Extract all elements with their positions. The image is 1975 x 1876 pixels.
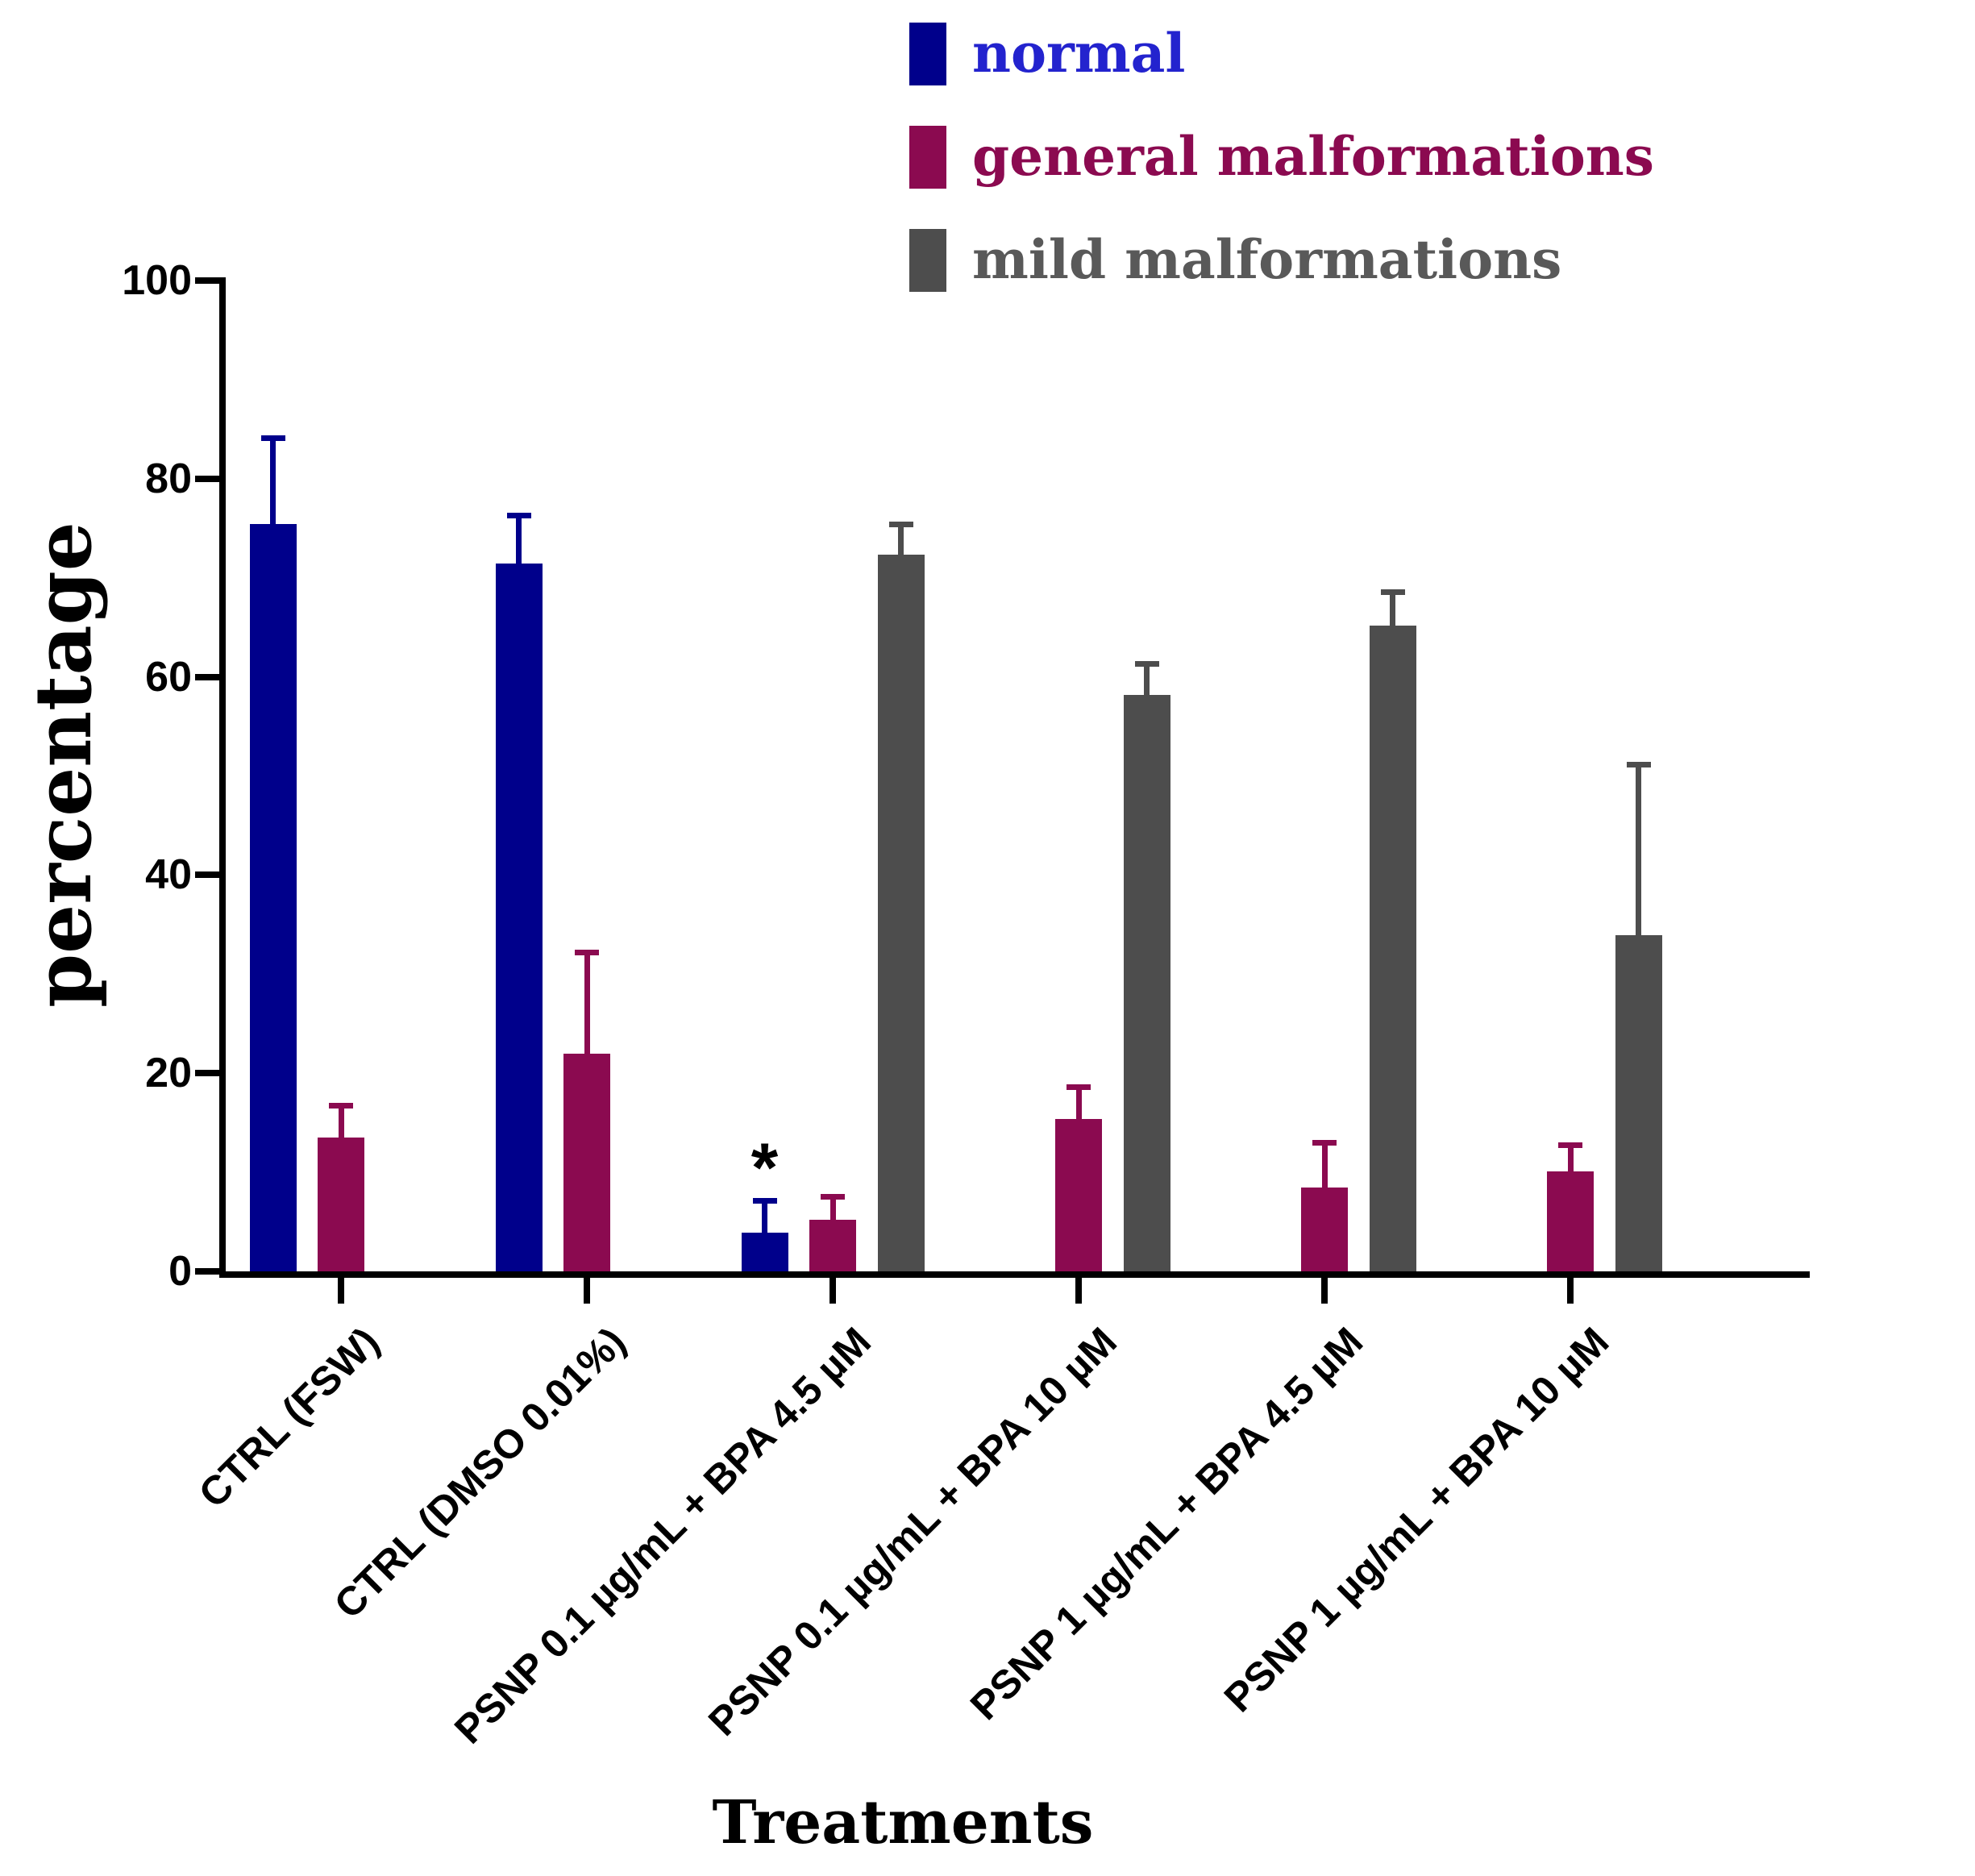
x-tick-4 [1321, 1278, 1328, 1304]
error-bar-general-1 [584, 949, 590, 1054]
legend-label-normal: normal [972, 22, 1186, 85]
bar-normal-1 [495, 564, 543, 1271]
x-category-label-5: PSNP 1 µg/mL + BPA 10 µM [1215, 1318, 1618, 1721]
x-tick-2 [830, 1278, 836, 1304]
x-tick-0 [338, 1278, 344, 1304]
error-cap-general-5 [1558, 1142, 1582, 1149]
y-tick-80 [195, 475, 219, 482]
error-bar-normal-2 [762, 1198, 767, 1233]
bar-mild-5 [1615, 935, 1662, 1271]
error-bar-mild-3 [1144, 660, 1150, 695]
bar-general-1 [563, 1053, 610, 1271]
y-tick-label-80: 80 [145, 455, 192, 502]
error-bar-general-0 [338, 1103, 344, 1138]
error-bar-mild-4 [1390, 589, 1395, 626]
error-cap-general-3 [1066, 1084, 1091, 1090]
error-cap-mild-2 [888, 521, 913, 527]
bar-general-3 [1055, 1118, 1102, 1271]
bar-general-5 [1547, 1171, 1594, 1271]
bar-general-4 [1301, 1187, 1348, 1271]
error-cap-general-2 [821, 1194, 845, 1200]
y-tick-label-40: 40 [145, 851, 192, 899]
y-tick-20 [195, 1070, 219, 1077]
error-cap-normal-0 [260, 435, 285, 441]
x-category-label-2: PSNP 0.1 µg/mL + BPA 4.5 µM [446, 1318, 880, 1753]
legend-swatch-normal [909, 23, 946, 85]
x-category-label-3: PSNP 0.1 µg/mL + BPA 10 µM [700, 1318, 1126, 1745]
x-axis-title: Treatments [712, 1788, 1094, 1857]
error-cap-normal-1 [506, 512, 531, 518]
x-tick-3 [1075, 1278, 1082, 1304]
y-tick-label-60: 60 [145, 653, 192, 701]
error-cap-mild-5 [1626, 762, 1651, 768]
y-tick-100 [195, 277, 219, 284]
legend-label-mild-malformations: mild malformations [972, 228, 1562, 291]
error-cap-general-4 [1312, 1139, 1337, 1146]
y-tick-60 [195, 673, 219, 680]
x-axis-line [219, 1271, 1810, 1278]
bar-general-0 [318, 1138, 364, 1271]
y-tick-label-20: 20 [145, 1050, 192, 1097]
bar-mild-4 [1369, 625, 1416, 1271]
error-bar-normal-1 [516, 512, 522, 564]
bar-normal-0 [249, 524, 297, 1271]
x-tick-5 [1567, 1278, 1574, 1304]
y-tick-label-100: 100 [122, 257, 192, 304]
y-tick-40 [195, 871, 219, 879]
error-bar-mild-2 [898, 521, 904, 555]
y-tick-0 [195, 1268, 219, 1275]
error-cap-general-1 [575, 949, 599, 955]
error-bar-general-4 [1321, 1139, 1328, 1188]
bar-general-2 [809, 1220, 856, 1271]
bar-mild-2 [877, 555, 925, 1271]
error-cap-general-0 [329, 1103, 353, 1109]
y-axis-line [219, 277, 226, 1278]
x-tick-1 [584, 1278, 590, 1304]
bar-normal-2 [741, 1233, 788, 1271]
error-bar-general-5 [1567, 1142, 1574, 1171]
legend-swatch-mild-malformations [909, 229, 946, 292]
error-bar-normal-0 [270, 435, 276, 525]
legend-swatch-general-malformations [909, 126, 946, 189]
y-tick-label-0: 0 [168, 1248, 192, 1295]
error-bar-general-2 [830, 1194, 836, 1221]
bar-mild-3 [1123, 694, 1170, 1271]
error-cap-mild-4 [1380, 589, 1405, 596]
legend-label-general-malformations: general malformations [972, 125, 1654, 188]
error-bar-general-3 [1075, 1084, 1082, 1119]
x-category-label-4: PSNP 1 µg/mL + BPA 4.5 µM [961, 1318, 1372, 1729]
error-cap-normal-2 [752, 1198, 777, 1204]
error-cap-mild-3 [1134, 660, 1159, 667]
x-category-label-0: CTRL (FSW) [190, 1318, 389, 1516]
significance-asterisk: * [750, 1129, 779, 1208]
error-bar-mild-5 [1636, 762, 1641, 936]
y-axis-title: percentage [18, 522, 109, 1008]
